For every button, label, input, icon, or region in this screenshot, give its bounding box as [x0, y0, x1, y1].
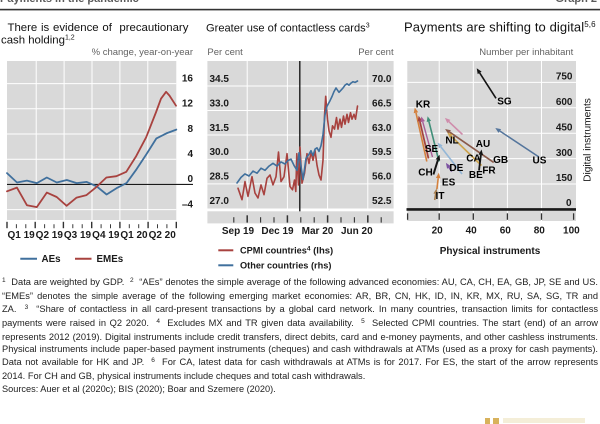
- svg-text:27.0: 27.0: [210, 196, 230, 207]
- svg-text:Graph 2: Graph 2: [555, 0, 597, 5]
- svg-text:63.0: 63.0: [372, 123, 392, 134]
- svg-text:59.5: 59.5: [372, 147, 392, 158]
- svg-text:CH: CH: [418, 168, 432, 179]
- svg-text:Mar 20: Mar 20: [302, 226, 334, 237]
- svg-text:SE: SE: [425, 144, 439, 155]
- svg-text:% change, year-on-year: % change, year-on-year: [92, 47, 193, 58]
- svg-text:Greater use of contactless car: Greater use of contactless cards3: [206, 22, 370, 34]
- svg-text:0: 0: [187, 174, 193, 185]
- svg-text:Q4 19: Q4 19: [92, 230, 120, 241]
- svg-text:Per cent: Per cent: [358, 47, 394, 58]
- svg-text:450: 450: [556, 122, 573, 133]
- svg-text:12: 12: [182, 99, 194, 110]
- svg-text:FR: FR: [482, 166, 496, 177]
- svg-text:Jun 20: Jun 20: [341, 226, 373, 237]
- svg-text:28.5: 28.5: [210, 172, 230, 183]
- svg-text:GB: GB: [493, 155, 508, 166]
- svg-text:DE: DE: [449, 163, 463, 174]
- svg-text:Per cent: Per cent: [207, 47, 243, 58]
- svg-text:33.0: 33.0: [210, 98, 230, 109]
- svg-text:Q1 20: Q1 20: [120, 230, 148, 241]
- svg-text:16: 16: [182, 73, 194, 84]
- svg-text:34.5: 34.5: [210, 74, 230, 85]
- svg-text:Sep 19: Sep 19: [222, 226, 255, 237]
- svg-text:EMEs: EMEs: [97, 254, 124, 265]
- svg-text:Other countries (rhs): Other countries (rhs): [240, 261, 331, 271]
- svg-text:Payments are shifting to digit: Payments are shifting to digital5,6: [404, 19, 596, 34]
- svg-text:52.5: 52.5: [372, 196, 392, 207]
- svg-text:100: 100: [563, 226, 580, 237]
- svg-text:20: 20: [432, 226, 444, 237]
- svg-text:AEs: AEs: [42, 254, 62, 265]
- svg-text:Number per inhabitant: Number per inhabitant: [479, 47, 573, 58]
- svg-text:150: 150: [556, 173, 573, 184]
- svg-text:Payments in the pandemic: Payments in the pandemic: [0, 0, 139, 5]
- svg-text:750: 750: [556, 72, 573, 83]
- svg-text:There is evidence of precauti: There is evidence of precautionary: [8, 22, 189, 34]
- svg-text:60: 60: [500, 226, 512, 237]
- svg-text:NL: NL: [445, 136, 458, 147]
- svg-text:Digital instruments: Digital instruments: [583, 98, 594, 182]
- svg-text:300: 300: [556, 148, 573, 159]
- svg-text:Q2 20: Q2 20: [149, 230, 177, 241]
- svg-text:CA: CA: [466, 153, 480, 164]
- svg-text:Dec 19: Dec 19: [261, 226, 294, 237]
- svg-text:ES: ES: [442, 177, 456, 188]
- svg-text:cash holding1,2: cash holding1,2: [1, 35, 75, 47]
- svg-text:KR: KR: [416, 100, 431, 111]
- svg-text:30.0: 30.0: [210, 147, 230, 158]
- svg-text:Physical instruments: Physical instruments: [440, 246, 541, 257]
- svg-text:80: 80: [534, 226, 546, 237]
- svg-text:4: 4: [187, 149, 193, 160]
- svg-text:SG: SG: [497, 97, 512, 108]
- svg-text:Q2 19: Q2 19: [36, 230, 64, 241]
- svg-text:Q3 19: Q3 19: [64, 230, 92, 241]
- svg-text:–4: –4: [182, 199, 194, 210]
- svg-text:AU: AU: [476, 139, 490, 150]
- svg-text:600: 600: [556, 97, 573, 108]
- svg-text:66.5: 66.5: [372, 98, 392, 109]
- svg-text:56.0: 56.0: [372, 172, 392, 183]
- svg-text:Q1 19: Q1 19: [7, 230, 35, 241]
- svg-text:IT: IT: [436, 191, 445, 202]
- svg-text:8: 8: [187, 124, 193, 135]
- svg-text:31.5: 31.5: [210, 123, 230, 134]
- svg-text:70.0: 70.0: [372, 74, 392, 85]
- svg-text:BE: BE: [469, 170, 483, 181]
- svg-text:0: 0: [566, 198, 572, 209]
- svg-text:US: US: [533, 156, 547, 167]
- svg-text:40: 40: [466, 226, 478, 237]
- svg-text:CPMI countries4 (lhs): CPMI countries4 (lhs): [240, 246, 333, 257]
